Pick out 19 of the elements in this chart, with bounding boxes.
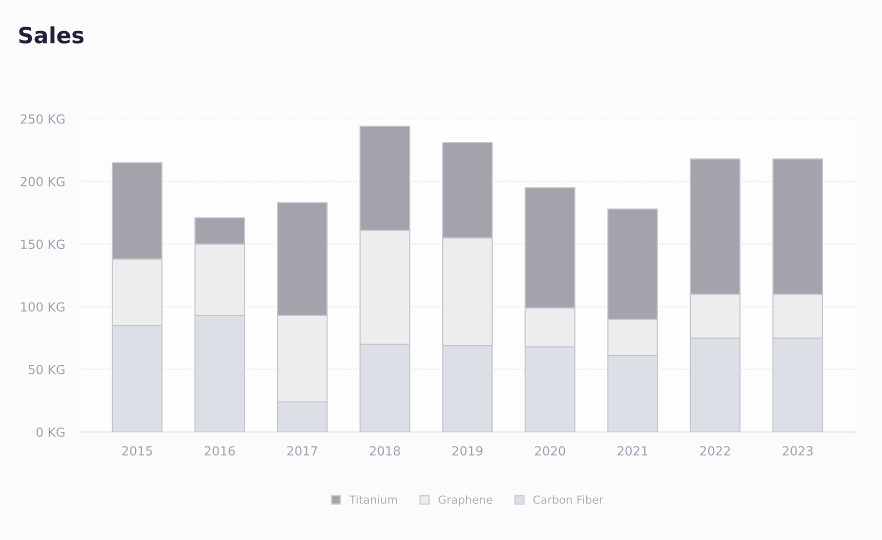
chart-title: Sales [19, 26, 84, 44]
legend-label: Carbon Fiber [533, 495, 604, 504]
x-tick-label: 2015 [122, 446, 152, 456]
x-tick-label: 2022 [700, 446, 730, 456]
x-tick-label: 2020 [535, 446, 566, 456]
x-tick-label: 2018 [370, 446, 400, 456]
y-tick-label: 250 KG [20, 114, 64, 124]
y-tick-label: 150 KG [21, 240, 64, 250]
legend-label: Graphene [438, 495, 492, 506]
y-tick-label: 200 KG [20, 176, 64, 186]
y-tick-label: 50 KG [28, 364, 64, 374]
x-tick-label: 2019 [452, 446, 482, 456]
x-tick-label: 2017 [287, 446, 318, 456]
y-tick-label: 0 KG [36, 427, 64, 437]
y-tick-label: 100 KG [21, 302, 64, 312]
x-tick-label: 2021 [618, 446, 648, 456]
x-tick-label: 2016 [204, 446, 235, 456]
x-tick-label: 2023 [782, 446, 813, 456]
legend-label: Titanium [349, 495, 398, 504]
